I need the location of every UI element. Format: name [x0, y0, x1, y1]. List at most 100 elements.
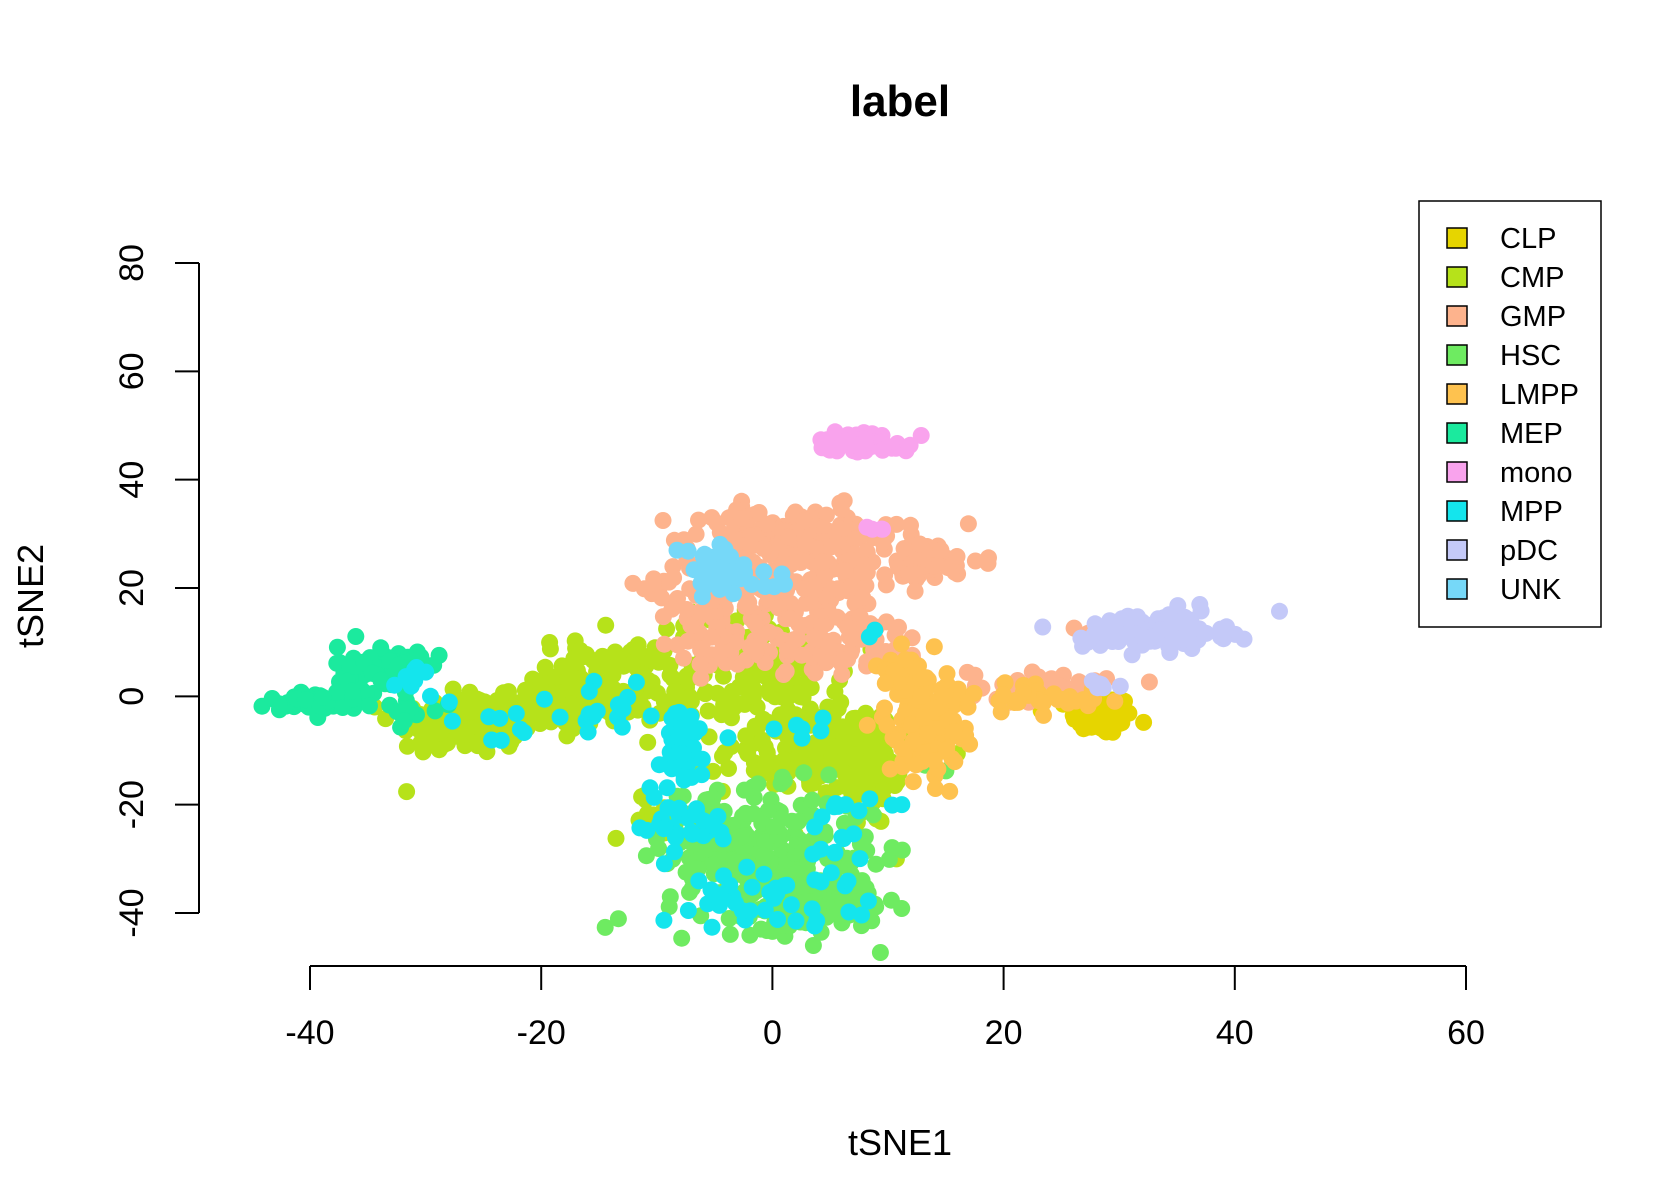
data-point: [726, 894, 744, 912]
data-point: [717, 654, 735, 672]
data-point: [328, 638, 346, 656]
data-point: [655, 911, 673, 929]
legend-item-HSC: HSC: [1446, 340, 1561, 372]
y-tick-label: 20: [113, 569, 151, 607]
data-point: [714, 830, 732, 848]
data-point: [911, 535, 929, 553]
legend-label: MPP: [1500, 496, 1563, 528]
legend-swatch: [1446, 344, 1468, 366]
data-point: [1034, 694, 1052, 712]
x-tick-label: 20: [985, 1014, 1023, 1052]
data-point: [831, 520, 849, 538]
data-point: [1135, 713, 1153, 731]
data-point: [902, 516, 919, 534]
data-point: [890, 673, 908, 691]
series-mono: [812, 423, 930, 538]
data-point: [480, 708, 498, 726]
data-point: [1123, 646, 1141, 664]
data-point: [696, 685, 714, 703]
data-point: [655, 820, 673, 838]
data-point: [1074, 691, 1092, 709]
data-point: [820, 766, 838, 784]
data-point: [755, 540, 773, 558]
data-point: [895, 540, 913, 558]
data-point: [745, 805, 762, 823]
data-point: [832, 500, 850, 518]
data-point: [781, 609, 799, 627]
data-point: [750, 504, 768, 521]
data-point: [650, 756, 668, 774]
data-point: [777, 662, 795, 680]
data-point: [806, 664, 824, 682]
data-point: [1192, 602, 1210, 620]
data-point: [840, 903, 858, 921]
legend-swatch: [1446, 383, 1468, 405]
data-point: [1159, 621, 1177, 639]
data-point: [645, 788, 663, 806]
data-point: [938, 665, 956, 683]
data-point: [1176, 608, 1194, 626]
data-point: [343, 682, 361, 700]
data-point: [766, 688, 784, 706]
data-point: [756, 833, 774, 851]
data-point: [551, 708, 569, 726]
legend-swatch: [1446, 500, 1468, 522]
data-point: [741, 638, 759, 656]
data-point: [580, 683, 598, 700]
data-point: [361, 697, 378, 715]
data-point: [850, 802, 868, 820]
data-point: [1140, 673, 1158, 691]
data-point: [469, 733, 487, 751]
series-CLP: [1032, 690, 1153, 741]
data-point: [579, 723, 597, 741]
data-point: [847, 530, 865, 548]
data-point: [459, 703, 477, 721]
legend-label: CMP: [1500, 262, 1564, 294]
data-point: [858, 542, 876, 560]
data-point: [959, 515, 977, 533]
data-point: [745, 761, 763, 779]
legend-swatch: [1446, 461, 1468, 483]
data-point: [776, 575, 793, 593]
data-point: [1034, 618, 1052, 636]
data-point: [817, 654, 835, 672]
data-point: [720, 760, 737, 777]
legend-label: mono: [1500, 457, 1573, 489]
data-point: [786, 813, 804, 831]
data-point: [1128, 608, 1146, 626]
data-point: [596, 918, 614, 936]
data-point: [1271, 602, 1288, 620]
data-point: [635, 580, 653, 598]
data-point: [639, 733, 657, 751]
series-LMPP: [858, 635, 1124, 800]
data-point: [631, 819, 649, 837]
data-point: [642, 707, 660, 725]
series-UNK: [668, 535, 793, 606]
data-point: [1109, 711, 1127, 728]
legend-item-mono: mono: [1446, 457, 1573, 489]
data-point: [774, 768, 791, 786]
data-point: [825, 798, 843, 816]
data-point: [945, 723, 963, 740]
data-point: [904, 732, 922, 750]
legend-swatch: [1446, 227, 1468, 249]
data-point: [906, 582, 924, 600]
data-point: [461, 683, 479, 701]
data-point: [806, 917, 824, 935]
x-tick-label: 60: [1447, 1014, 1485, 1052]
x-axis: -40 -20 0 20 40 60: [285, 965, 1485, 1052]
data-point: [857, 879, 875, 897]
data-point: [814, 519, 832, 537]
data-point: [863, 731, 881, 749]
data-point: [690, 511, 707, 529]
data-point: [837, 778, 855, 795]
x-tick-label: 40: [1216, 1014, 1254, 1052]
legend-swatch: [1446, 539, 1468, 561]
data-point: [833, 828, 851, 846]
data-point: [851, 850, 869, 868]
data-point: [1055, 690, 1073, 708]
legend-swatch: [1446, 422, 1468, 444]
y-tick-label: -40: [113, 888, 151, 937]
data-point: [755, 847, 772, 865]
